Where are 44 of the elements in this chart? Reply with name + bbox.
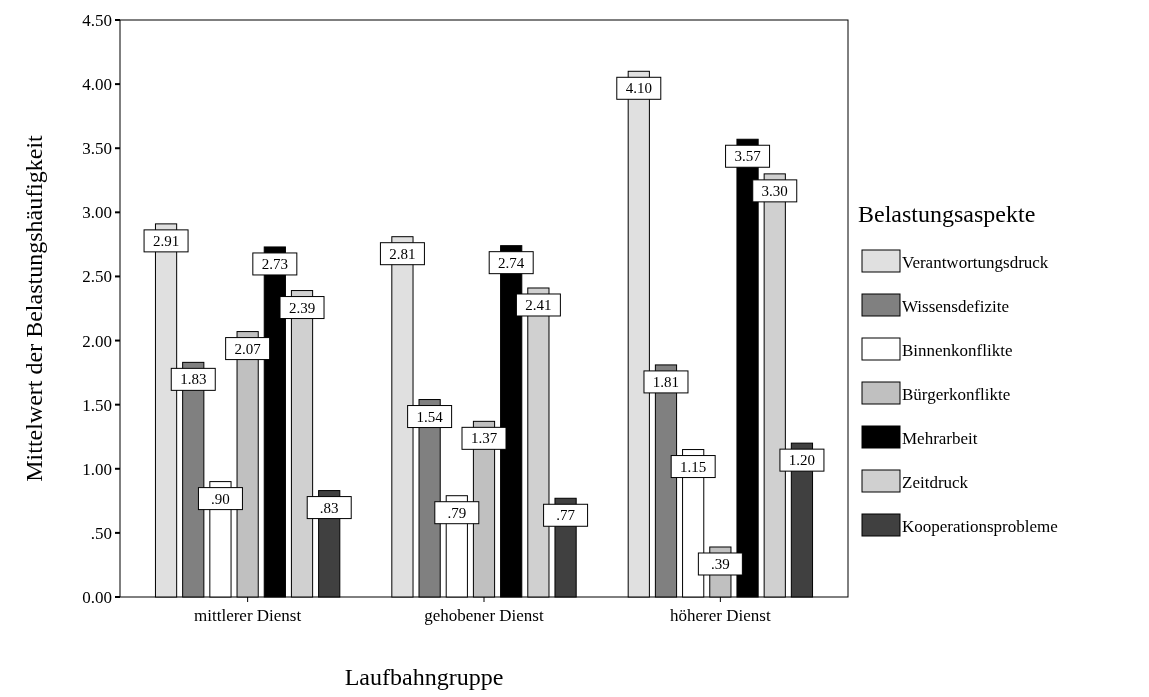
legend-label: Verantwortungsdruck bbox=[902, 253, 1049, 272]
data-label: 4.10 bbox=[625, 80, 652, 97]
data-label: 3.30 bbox=[761, 182, 788, 199]
data-label: 1.37 bbox=[470, 430, 498, 447]
data-label: .39 bbox=[710, 555, 730, 572]
data-label: 2.41 bbox=[525, 296, 552, 313]
y-tick-label: 3.00 bbox=[82, 203, 112, 223]
legend-label: Binnenkonflikte bbox=[902, 341, 1013, 360]
y-tick-label: 1.00 bbox=[82, 459, 112, 479]
y-tick-label: 4.00 bbox=[82, 75, 112, 95]
y-tick-label: 2.00 bbox=[82, 331, 112, 351]
legend-title: Belastungsaspekte bbox=[858, 201, 1036, 227]
data-label: 2.74 bbox=[498, 254, 525, 271]
x-tick-label: höherer Dienst bbox=[670, 606, 771, 625]
y-tick-label: 1.50 bbox=[82, 395, 112, 415]
legend-label: Bürgerkonflikte bbox=[902, 385, 1011, 404]
x-tick-label: gehobener Dienst bbox=[424, 606, 544, 625]
y-tick-label: 4.50 bbox=[82, 11, 112, 30]
data-label: 1.20 bbox=[788, 452, 816, 469]
legend-label: Mehrarbeit bbox=[902, 429, 978, 448]
y-tick-label: 2.50 bbox=[82, 267, 112, 287]
data-label: 2.81 bbox=[389, 245, 416, 262]
y-tick-label: .50 bbox=[90, 523, 112, 543]
data-label: 2.91 bbox=[152, 232, 180, 249]
data-label: 1.54 bbox=[416, 408, 444, 425]
x-tick-label: mittlerer Dienst bbox=[194, 606, 302, 625]
y-axis-title: Mittelwert der Belastungshäufigkeit bbox=[21, 134, 47, 482]
data-label: 1.15 bbox=[680, 458, 707, 475]
data-label: 2.39 bbox=[288, 299, 316, 316]
x-axis-title: Laufbahngruppe bbox=[344, 664, 504, 690]
y-tick-label: 3.50 bbox=[82, 139, 112, 159]
legend-label: Zeitdruck bbox=[902, 473, 969, 492]
data-label: 2.07 bbox=[234, 340, 262, 357]
legend-label: Kooperationsprobleme bbox=[902, 517, 1058, 536]
data-label: .79 bbox=[447, 504, 467, 521]
data-label: .83 bbox=[319, 499, 339, 516]
legend-label: Wissensdefizite bbox=[902, 297, 1009, 316]
data-label: 2.73 bbox=[261, 255, 288, 272]
data-label: 1.83 bbox=[180, 371, 207, 388]
data-label: 1.81 bbox=[652, 373, 680, 390]
y-tick-label: 0.00 bbox=[82, 588, 112, 607]
data-label: 3.57 bbox=[734, 148, 762, 165]
data-label: .90 bbox=[211, 490, 230, 507]
data-label: .77 bbox=[556, 507, 576, 524]
